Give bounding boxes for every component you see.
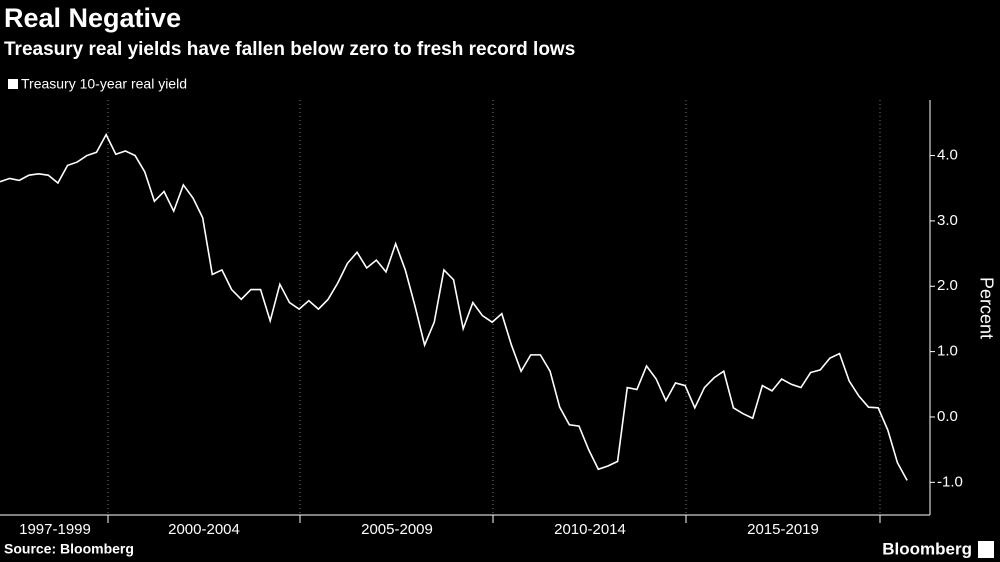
chart-title: Real Negative bbox=[4, 3, 181, 33]
brand: Bloomberg bbox=[882, 539, 972, 558]
data-line bbox=[0, 132, 908, 481]
x-group-label: 2000-2004 bbox=[168, 521, 240, 538]
x-group-label: 2005-2009 bbox=[361, 521, 433, 538]
chart-subtitle: Treasury real yields have fallen below z… bbox=[4, 39, 575, 60]
y-tick-label: 1.0 bbox=[937, 343, 958, 360]
x-group-label: 2015-2019 bbox=[747, 521, 819, 538]
legend-swatch bbox=[8, 79, 18, 89]
x-group-label: 2010-2014 bbox=[554, 521, 626, 538]
y-axis-label: Percent bbox=[976, 277, 996, 339]
y-tick-label: 0.0 bbox=[937, 408, 958, 425]
y-tick-label: -1.0 bbox=[937, 473, 963, 490]
x-group-label: 1997-1999 bbox=[19, 521, 91, 538]
y-tick-label: 3.0 bbox=[937, 212, 958, 229]
source: Source: Bloomberg bbox=[4, 541, 134, 557]
brand-icon bbox=[978, 541, 994, 558]
y-tick-label: 4.0 bbox=[937, 147, 958, 164]
legend-label: Treasury 10-year real yield bbox=[21, 76, 187, 92]
y-tick-label: 2.0 bbox=[937, 277, 958, 294]
